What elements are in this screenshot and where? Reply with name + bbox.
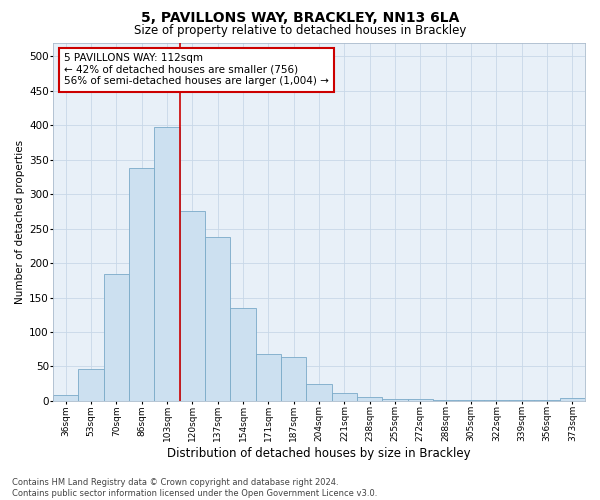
X-axis label: Distribution of detached houses by size in Brackley: Distribution of detached houses by size …: [167, 447, 471, 460]
Text: Size of property relative to detached houses in Brackley: Size of property relative to detached ho…: [134, 24, 466, 37]
Bar: [104, 274, 129, 401]
Bar: [281, 358, 307, 401]
Bar: [535, 400, 560, 401]
Bar: [180, 212, 205, 401]
Bar: [560, 398, 585, 401]
Bar: [407, 399, 433, 401]
Bar: [357, 397, 382, 401]
Bar: [230, 308, 256, 401]
Bar: [53, 396, 79, 401]
Text: 5 PAVILLONS WAY: 112sqm
← 42% of detached houses are smaller (756)
56% of semi-d: 5 PAVILLONS WAY: 112sqm ← 42% of detache…: [64, 54, 329, 86]
Bar: [332, 394, 357, 401]
Text: Contains HM Land Registry data © Crown copyright and database right 2024.
Contai: Contains HM Land Registry data © Crown c…: [12, 478, 377, 498]
Bar: [154, 128, 180, 401]
Bar: [129, 168, 154, 401]
Bar: [382, 399, 407, 401]
Bar: [509, 400, 535, 401]
Y-axis label: Number of detached properties: Number of detached properties: [15, 140, 25, 304]
Bar: [79, 369, 104, 401]
Text: 5, PAVILLONS WAY, BRACKLEY, NN13 6LA: 5, PAVILLONS WAY, BRACKLEY, NN13 6LA: [141, 11, 459, 25]
Bar: [307, 384, 332, 401]
Bar: [256, 354, 281, 401]
Bar: [205, 237, 230, 401]
Bar: [433, 400, 458, 401]
Bar: [458, 400, 484, 401]
Bar: [484, 400, 509, 401]
